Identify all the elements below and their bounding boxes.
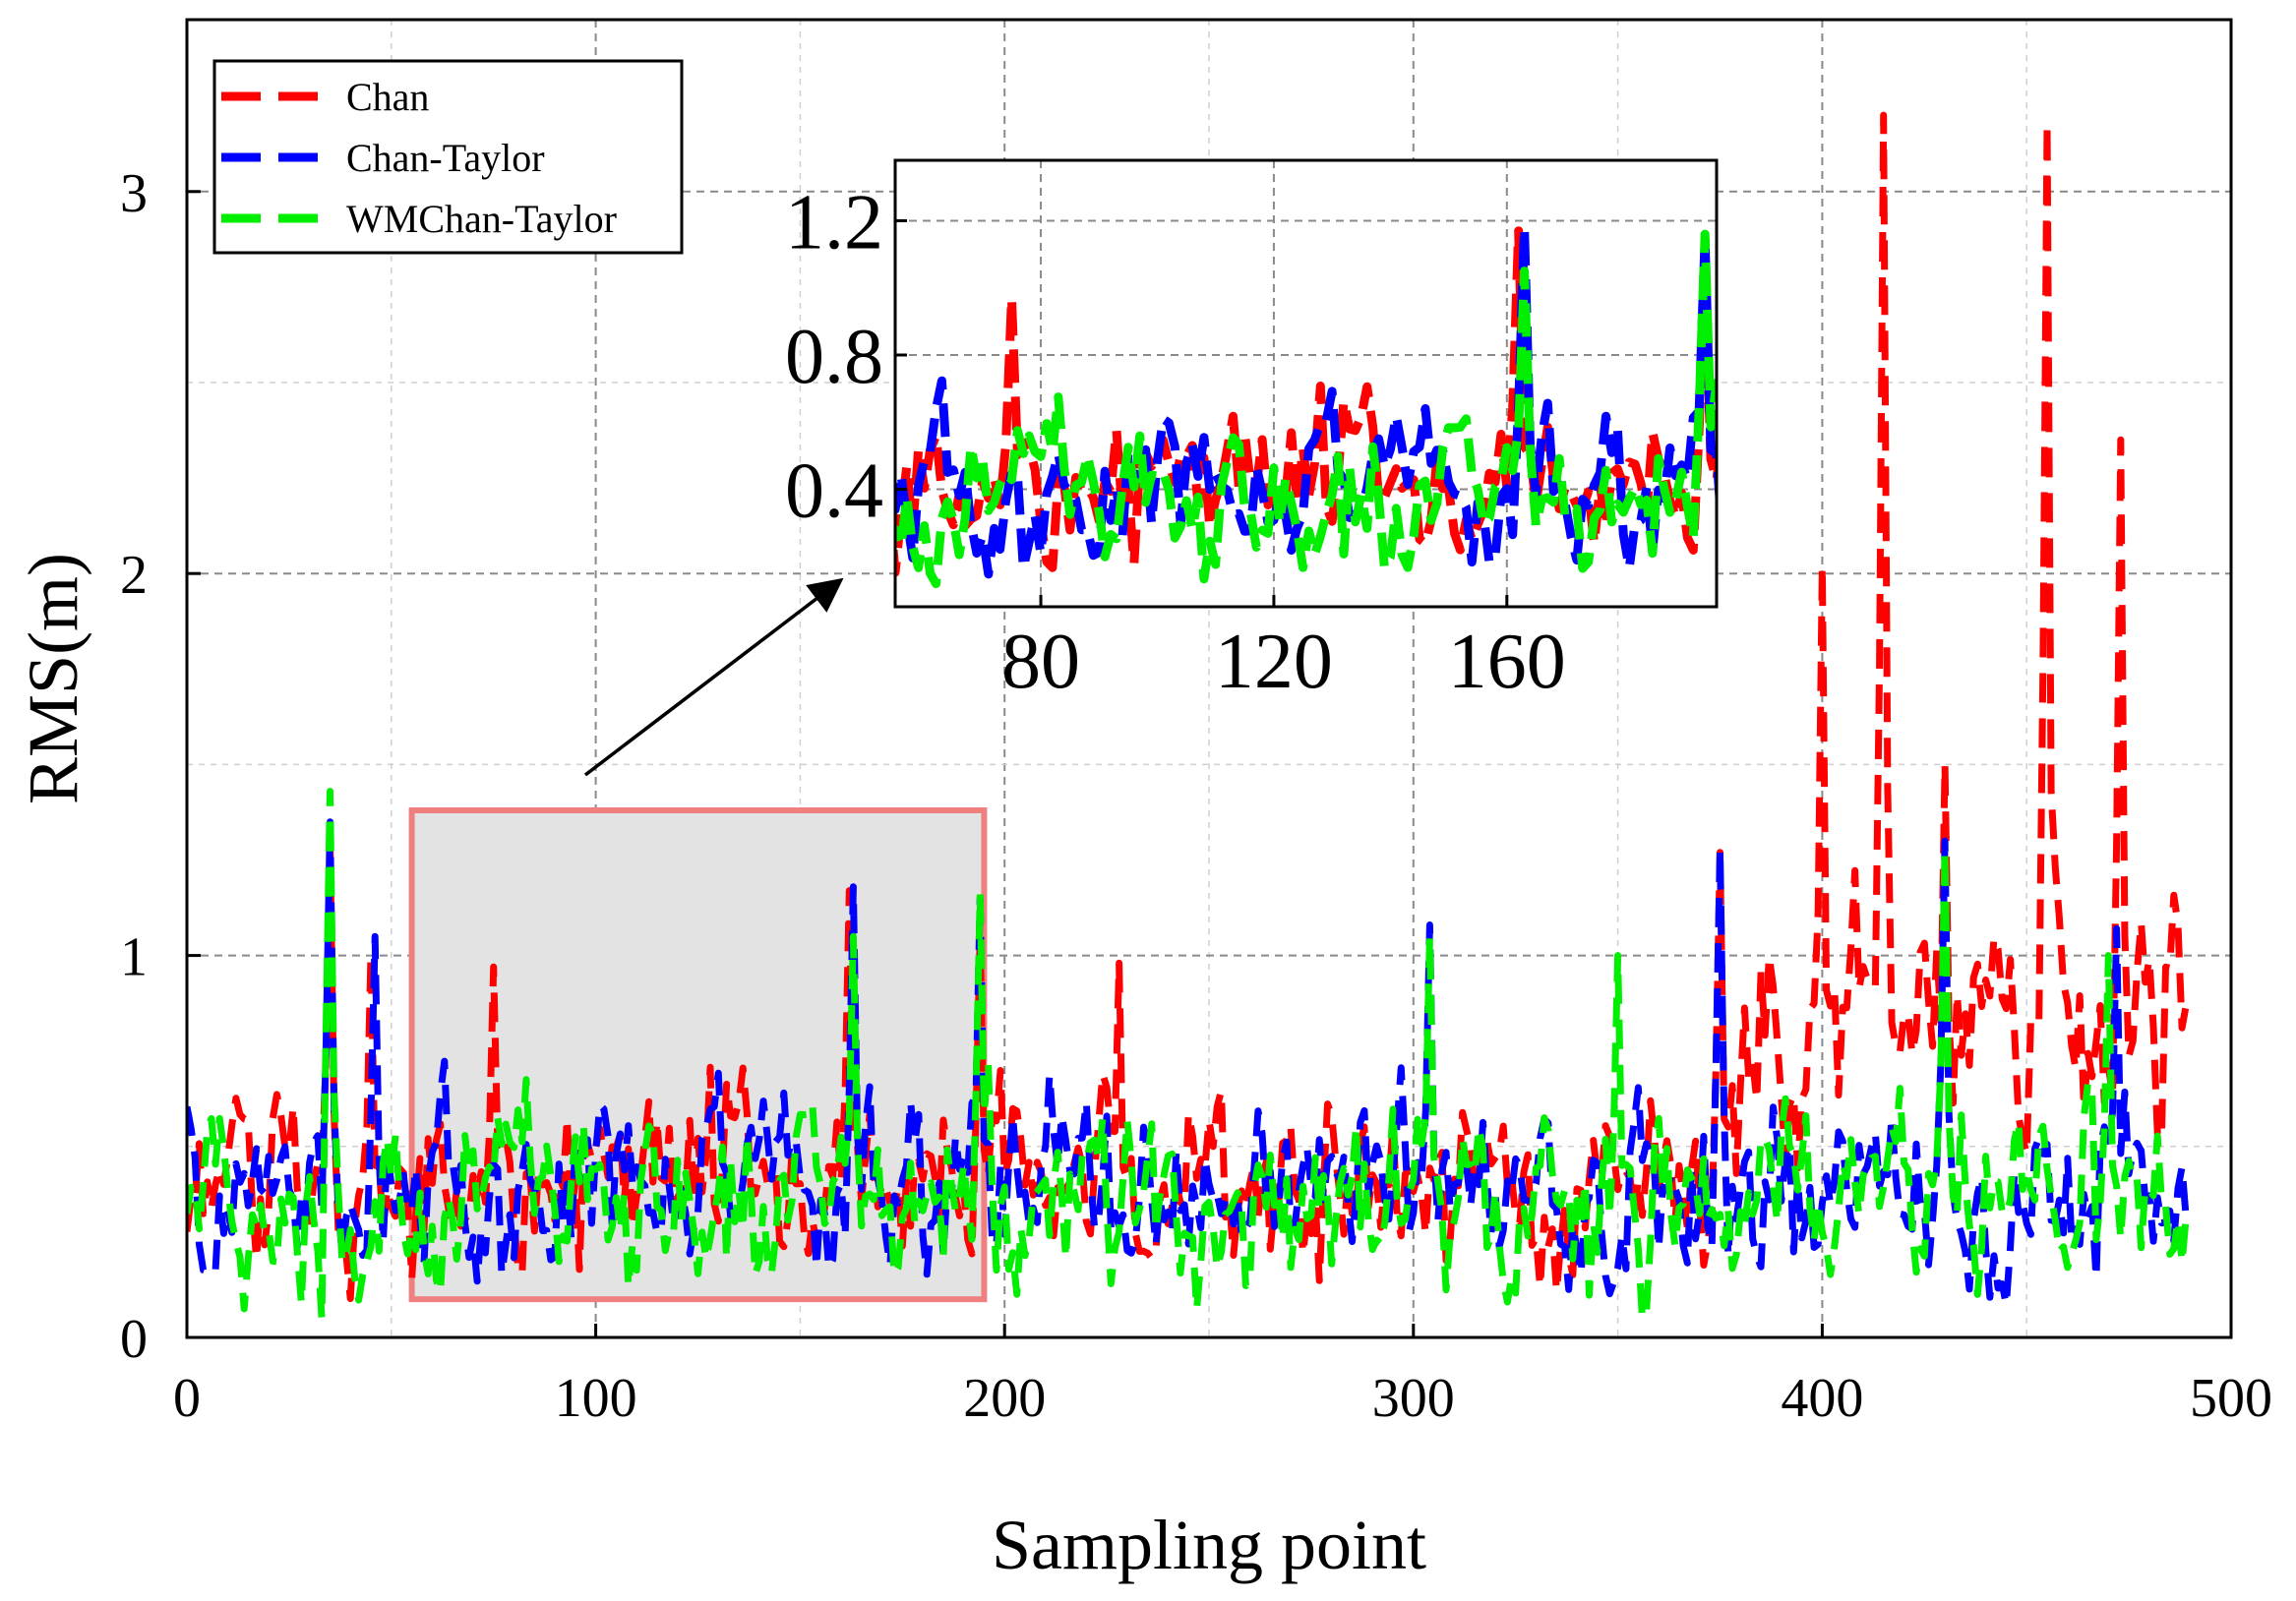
- main-ticks: 0 100 200 300 400 500 0 1 2 3: [120, 163, 2272, 1429]
- zoom-arrow: [583, 577, 844, 777]
- legend-label-chan-taylor: Chan-Taylor: [346, 136, 545, 180]
- inset-series-line-chan-taylor: [895, 222, 1717, 579]
- y-tick-label: 1: [120, 927, 148, 988]
- x-tick-label: 300: [1372, 1368, 1455, 1429]
- series-line-wmchan-taylor: [187, 788, 2190, 1323]
- inset-x-tick-label: 160: [1448, 619, 1566, 705]
- y-tick-label: 2: [120, 545, 148, 606]
- x-tick-label: 100: [555, 1368, 637, 1429]
- x-tick-label: 0: [173, 1368, 201, 1429]
- inset-y-tick-label: 0.8: [785, 314, 883, 400]
- x-axis-title: Sampling point: [992, 1506, 1426, 1584]
- main-series: [187, 111, 2190, 1323]
- inset-series: [895, 222, 1717, 589]
- legend: Chan Chan-Taylor WMChan-Taylor: [212, 59, 684, 255]
- inset-ticks: 80 120 160 0.4 0.8 1.2: [785, 179, 1566, 705]
- inset-series-line-wmchan-taylor: [895, 229, 1717, 589]
- inset-frame: [893, 158, 1719, 609]
- series-line-chan: [187, 111, 2190, 1302]
- inset-plot: 80 120 160 0.4 0.8 1.2: [785, 158, 1719, 705]
- legend-label-chan: Chan: [346, 75, 429, 119]
- inset-x-tick-label: 120: [1215, 619, 1333, 705]
- y-axis-title: RMS(m): [14, 553, 92, 804]
- inset-y-tick-label: 0.4: [785, 448, 883, 535]
- inset-x-tick-label: 80: [1001, 619, 1080, 705]
- legend-label-wmchan-taylor: WMChan-Taylor: [346, 197, 617, 241]
- y-tick-label: 0: [120, 1309, 148, 1370]
- x-tick-label: 200: [963, 1368, 1046, 1429]
- series-line-chan-taylor: [187, 818, 2190, 1309]
- inset-y-tick-label: 1.2: [785, 179, 883, 266]
- y-tick-label: 3: [120, 163, 148, 224]
- plot-frame: [185, 18, 2233, 1339]
- x-tick-label: 500: [2190, 1368, 2272, 1429]
- x-tick-label: 400: [1781, 1368, 1863, 1429]
